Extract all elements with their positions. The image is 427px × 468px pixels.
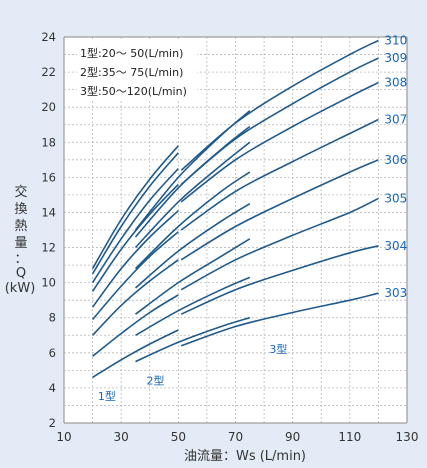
y-label-char: 換: [14, 202, 28, 217]
x-tick-label: 70: [228, 430, 243, 444]
y-label-char: 熱: [14, 219, 28, 234]
series-line: [91, 152, 179, 275]
series-line-303: [180, 292, 379, 347]
legend-entry: 2型:35～ 75(L/min): [80, 65, 183, 79]
x-axis-label: 油流量：Ws (L/min): [184, 449, 306, 464]
y-label-char: (kW): [4, 281, 36, 296]
legend-background: [77, 40, 197, 100]
series-line-304: [180, 245, 379, 315]
series-line-307: [180, 118, 379, 231]
series-line: [91, 210, 179, 308]
group-label: 3型: [269, 342, 287, 356]
y-tick-label: 12: [41, 241, 56, 255]
series-line: [135, 238, 251, 315]
series-label-308: 308: [384, 76, 407, 90]
x-tick-label: 110: [338, 430, 361, 444]
y-label-char: ：: [14, 252, 28, 267]
group-label: 1型: [98, 389, 116, 403]
series-label-310: 310: [384, 34, 407, 48]
y-tick-label: 2: [49, 416, 56, 430]
series-label-305: 305: [384, 191, 407, 205]
y-label-char: 交: [14, 185, 28, 200]
x-tick-label: 130: [396, 430, 419, 444]
y-tick-label: 20: [41, 100, 56, 114]
series-label-304: 304: [384, 239, 407, 253]
series-line: [92, 294, 179, 357]
series-label-309: 309: [384, 51, 407, 65]
y-label-char: Q: [15, 266, 27, 281]
y-tick-label: 14: [41, 205, 56, 219]
series-lines: [91, 39, 379, 379]
series-line: [91, 145, 179, 269]
series-line: [135, 316, 251, 363]
series-line: [91, 168, 179, 284]
series-line: [134, 203, 251, 289]
legend-entry: 3型:50～120(L/min): [80, 84, 187, 98]
y-tick-label: 10: [41, 276, 56, 290]
series-line-305: [180, 197, 379, 291]
legend-entry: 1型:20～ 50(L/min): [80, 46, 183, 60]
series-line: [134, 125, 251, 238]
series-line-306: [180, 159, 379, 261]
y-tick-label: 8: [49, 311, 56, 325]
series-line: [135, 276, 251, 336]
y-tick-label: 18: [41, 135, 56, 149]
y-tick-label: 6: [49, 346, 56, 360]
series-line: [91, 231, 179, 321]
series-line-308: [180, 81, 379, 203]
y-tick-label: 16: [41, 170, 56, 184]
series-label-306: 306: [384, 153, 407, 167]
legend-box: 1型:20～ 50(L/min) 2型:35～ 75(L/min) 3型:50～12…: [77, 40, 197, 100]
x-tick-label: 30: [114, 430, 129, 444]
series-line: [134, 141, 251, 249]
y-tick-label: 22: [41, 65, 56, 79]
series-line: [134, 110, 251, 231]
x-tick-label: 10: [56, 430, 71, 444]
y-label-char: 量: [14, 236, 28, 251]
group-labels: 1型 2型 3型: [98, 342, 288, 403]
group-label: 2型: [146, 373, 164, 387]
series-line: [91, 183, 179, 292]
series-labels: 303 304 305 306 307 308 309 310: [384, 34, 407, 301]
y-tick-label: 24: [41, 30, 56, 44]
series-line: [92, 329, 179, 379]
series-label-303: 303: [384, 286, 407, 300]
series-label-307: 307: [384, 112, 407, 126]
x-tick-label: 50: [171, 430, 186, 444]
x-tick-label: 90: [285, 430, 300, 444]
y-tick-label: 4: [49, 381, 56, 395]
series-line: [92, 259, 179, 336]
series-line: [134, 171, 251, 270]
